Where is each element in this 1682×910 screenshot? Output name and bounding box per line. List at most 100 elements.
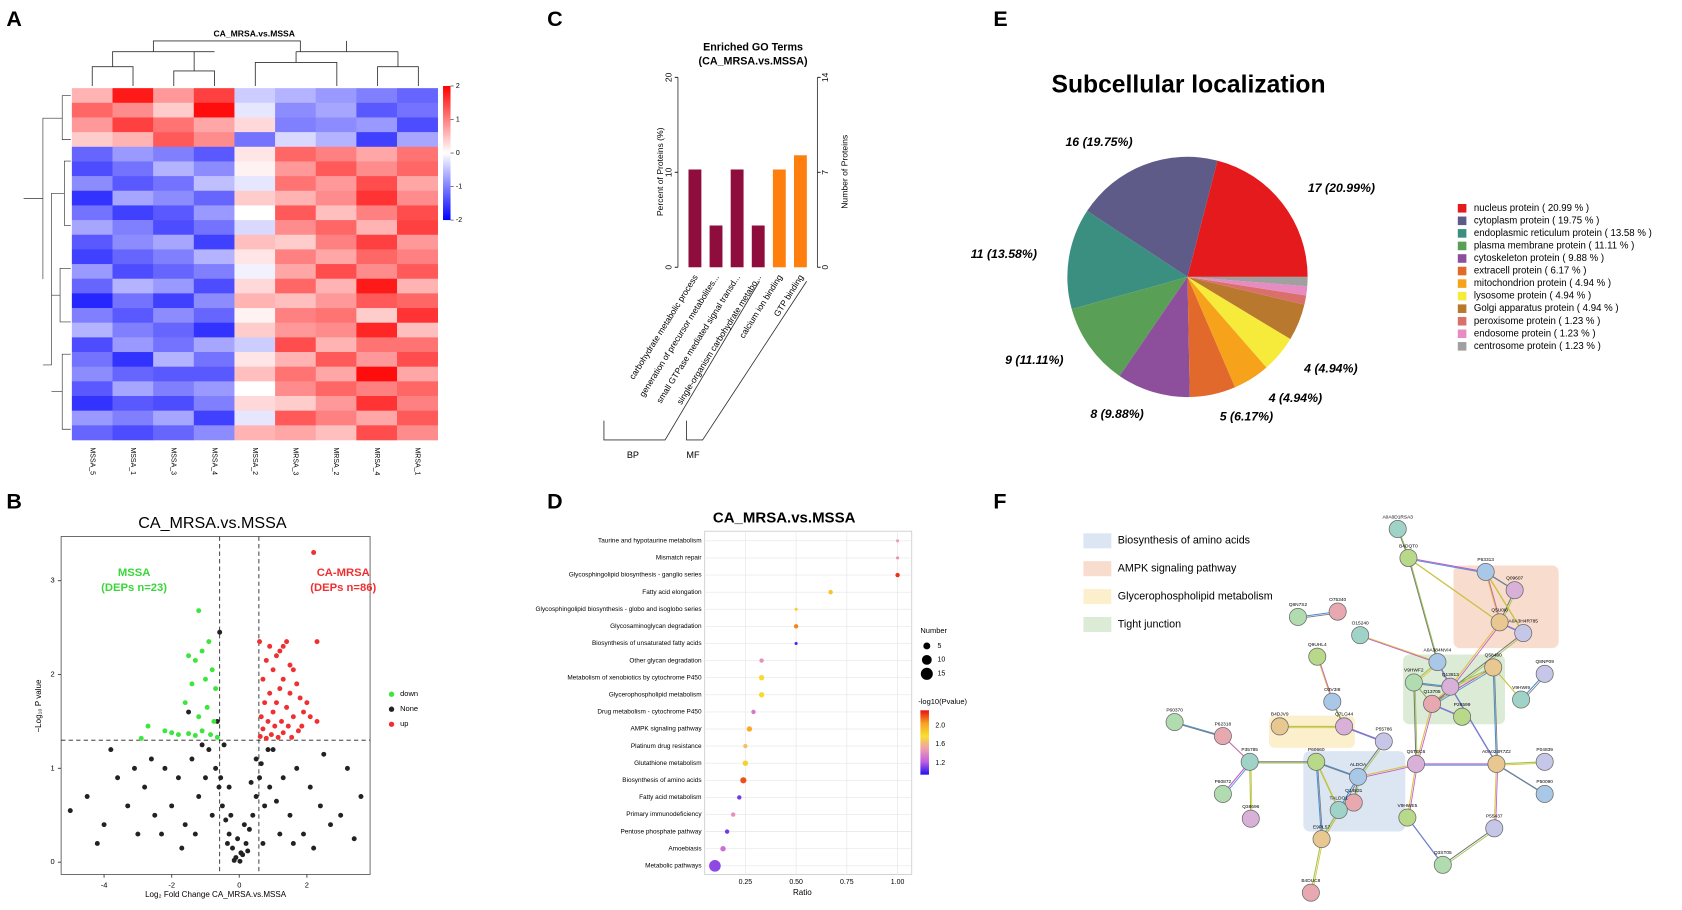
column-label: MSSA_1	[129, 447, 136, 475]
legend-label: plasma membrane protein ( 11.11 % )	[1474, 240, 1634, 251]
heatmap-cell	[275, 308, 317, 324]
chart-subtitle: (CA_MRSA.vs.MSSA)	[699, 56, 808, 68]
heatmap-cell	[397, 366, 438, 382]
point	[301, 709, 306, 715]
heatmap-cell	[112, 146, 154, 162]
network-node	[1512, 690, 1531, 709]
point	[237, 858, 243, 864]
y-tick-label: AMPK signaling pathway	[631, 726, 703, 733]
point	[272, 723, 278, 729]
point	[304, 700, 310, 706]
size-legend-label: 10	[938, 657, 946, 664]
point	[169, 730, 175, 736]
y-tick-label: Other glycan degradation	[629, 657, 702, 664]
slice-label: 16 (19.75%)	[1065, 135, 1132, 149]
heatmap-cell	[71, 132, 113, 148]
network-edge	[1408, 557, 1486, 573]
point	[290, 840, 296, 846]
point	[338, 812, 344, 818]
heatmap-cell	[71, 308, 113, 324]
y-tick-label: Pentose phosphate pathway	[620, 828, 702, 835]
point	[213, 765, 219, 771]
heatmap-cell	[71, 234, 113, 250]
legend-label: None	[400, 704, 418, 713]
point	[273, 700, 279, 706]
point	[280, 730, 286, 736]
heatmap-cell	[193, 425, 235, 441]
heatmap-cell	[153, 352, 195, 368]
network-node	[1514, 624, 1533, 643]
heatmap-cell	[234, 88, 276, 104]
node-label: P26599	[1454, 702, 1471, 708]
heatmap-cell	[397, 381, 438, 397]
column-label: MRSA_2	[332, 447, 339, 475]
colorbar	[920, 710, 929, 775]
chart-title: Subcellular localization	[1052, 71, 1326, 98]
point	[311, 550, 317, 555]
heatmap-cell	[315, 102, 357, 118]
legend-swatch	[1457, 229, 1467, 238]
colorbar-label: 0	[456, 150, 460, 157]
point	[297, 695, 303, 701]
network-node	[1301, 883, 1320, 902]
bubble	[758, 692, 765, 698]
heatmap-cell	[234, 410, 276, 426]
network-node	[1490, 613, 1509, 632]
heatmap-cell	[193, 396, 235, 411]
heatmap-cell	[153, 308, 195, 324]
legend-label: Biosynthesis of amino acids	[1118, 535, 1250, 547]
node-label: O15240	[1352, 620, 1369, 626]
bar	[688, 169, 702, 268]
heatmap-cell	[112, 190, 154, 206]
heatmap-cell	[356, 249, 398, 265]
legend-label: down	[400, 689, 418, 698]
heatmap-cell	[356, 308, 398, 324]
y-tick-label: Platinum drug resistance	[631, 743, 702, 750]
panel-label: F	[993, 490, 1006, 514]
network-node	[1349, 767, 1368, 786]
point	[226, 784, 232, 790]
point	[287, 812, 293, 818]
colorbar-label: -2	[456, 217, 462, 224]
point	[196, 794, 202, 799]
heatmap-cell	[193, 278, 235, 294]
colorbar-label: 2	[456, 83, 460, 90]
network-node	[1289, 608, 1307, 626]
network-node	[1328, 602, 1347, 621]
heatmap-cell	[397, 234, 438, 250]
node-label: P04839	[1536, 747, 1553, 753]
node-label: A0A384NVI4	[1424, 647, 1452, 653]
heatmap-cell	[315, 264, 357, 280]
network-edge	[1359, 764, 1418, 779]
network-edge	[1409, 558, 1502, 624]
point	[260, 840, 266, 846]
heatmap-cell	[112, 425, 154, 441]
bubble	[896, 539, 900, 543]
node-label: B4DUC8	[1301, 878, 1320, 884]
legend-marker	[388, 706, 395, 712]
legend-label: up	[400, 719, 408, 728]
node-label: P55786	[1375, 727, 1392, 733]
heatmap-cell	[71, 366, 113, 382]
x-tick-label: 2	[305, 880, 309, 889]
colorbar-label: -1	[456, 183, 462, 190]
node-label: Q5U0I6	[1491, 608, 1508, 614]
legend-label: lysosome protein ( 4.94 % )	[1474, 291, 1591, 302]
heatmap-cell	[397, 132, 438, 148]
chart-title: CA_MRSA.vs.MSSA	[138, 514, 287, 532]
heatmap-cell	[153, 425, 195, 441]
legend-swatch	[1457, 329, 1467, 339]
node-label: ALDOA	[1350, 762, 1367, 768]
node-label: A0A024R7Z2	[1482, 749, 1511, 755]
heatmap-cell	[193, 190, 235, 206]
heatmap-cell	[153, 176, 195, 192]
point	[328, 822, 334, 828]
heatmap-cell	[112, 381, 154, 397]
y-axis-label: −Log₁₀ P value	[34, 679, 43, 733]
heatmap-title: CA_MRSA.vs.MSSA	[213, 29, 295, 39]
y-tick-label: Biosynthesis of amino acids	[622, 777, 701, 784]
point	[186, 731, 192, 737]
point	[270, 747, 276, 753]
point	[152, 812, 158, 818]
network-node	[1433, 855, 1452, 874]
